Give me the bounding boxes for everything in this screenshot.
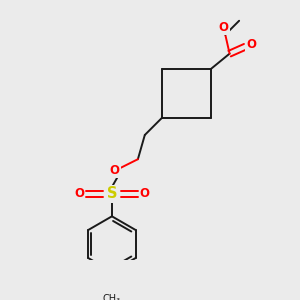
Text: O: O <box>74 187 84 200</box>
Text: O: O <box>140 187 150 200</box>
Text: O: O <box>218 21 229 34</box>
Text: S: S <box>107 186 117 201</box>
Text: CH₃: CH₃ <box>103 294 121 300</box>
Text: O: O <box>246 38 256 52</box>
Text: O: O <box>110 164 119 177</box>
